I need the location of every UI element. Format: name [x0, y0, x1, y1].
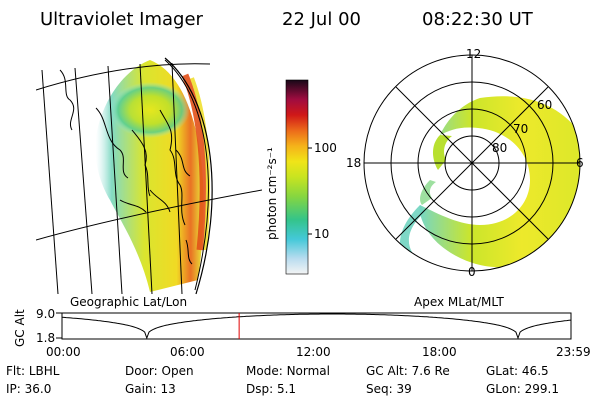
status-glon: GLon: 299.1 — [486, 382, 559, 396]
mlt-label-6: 6 — [576, 156, 584, 170]
mlat-label-80: 80 — [492, 141, 508, 155]
time-label: 08:22:30 UT — [422, 9, 533, 30]
time-tick-1200: 12:00 — [296, 345, 331, 359]
status-flt: Flt: LBHL — [6, 364, 60, 378]
altitude-ytick-min: 1.8 — [36, 331, 56, 345]
map-caption: Geographic Lat/Lon — [70, 295, 188, 309]
altitude-ytick-max: 9.0 — [36, 307, 56, 321]
altitude-frame — [61, 312, 572, 340]
colorbar-tick-100: 100 — [314, 141, 337, 155]
app-title: Ultraviolet Imager — [40, 9, 203, 30]
status-gc-alt: GC Alt: 7.6 Re — [366, 364, 450, 378]
mlt-label-0: 0 — [468, 265, 476, 279]
mlt-label-18: 18 — [346, 156, 362, 170]
status-ip: IP: 36.0 — [6, 382, 52, 396]
altitude-ylabel: GC Alt — [13, 309, 27, 347]
mlat-label-60: 60 — [537, 98, 553, 112]
status-glat: GLat: 46.5 — [486, 364, 549, 378]
time-tick-0000: 00:00 — [46, 345, 81, 359]
date-label: 22 Jul 00 — [282, 9, 361, 30]
status-door: Door: Open — [125, 364, 194, 378]
status-mode: Mode: Normal — [246, 364, 330, 378]
time-tick-2359: 23:59 — [556, 345, 591, 359]
altitude-curve — [61, 313, 572, 340]
time-tick-0600: 06:00 — [170, 345, 205, 359]
time-tick-1800: 18:00 — [422, 345, 457, 359]
colorbar-tick-10: 10 — [314, 227, 330, 241]
mlt-label-12: 12 — [466, 47, 482, 61]
mlat-label-70: 70 — [513, 122, 529, 136]
status-seq: Seq: 39 — [366, 382, 412, 396]
status-gain: Gain: 13 — [125, 382, 176, 396]
status-dsp: Dsp: 5.1 — [246, 382, 297, 396]
polar-caption: Apex MLat/MLT — [414, 295, 504, 309]
